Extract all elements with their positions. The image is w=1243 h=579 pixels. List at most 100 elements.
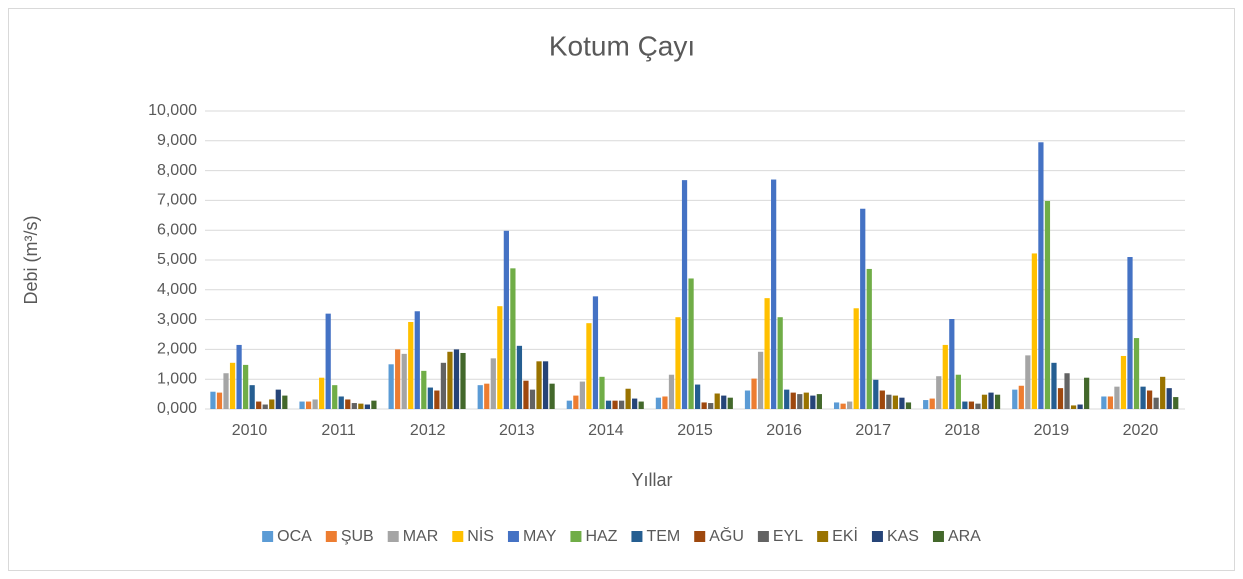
bar (625, 388, 631, 409)
bar (1146, 390, 1153, 409)
legend-label: NİS (467, 526, 494, 545)
bar (1107, 396, 1114, 409)
bar (905, 402, 912, 409)
bar (899, 397, 905, 409)
bar (751, 378, 757, 409)
bar (1127, 257, 1133, 409)
legend-swatch (387, 531, 399, 542)
legend-swatch (871, 531, 883, 542)
bar (229, 362, 236, 409)
bar (936, 376, 942, 409)
bar (816, 394, 822, 409)
bar (923, 400, 929, 409)
bar (764, 298, 770, 409)
bar (573, 395, 579, 409)
bar (364, 404, 370, 409)
bar (810, 395, 816, 409)
legend-label: ŞUB (341, 528, 374, 545)
x-tick-label: 2019 (1034, 422, 1070, 439)
bar (668, 374, 675, 409)
bar (701, 402, 707, 409)
bar (1064, 373, 1070, 409)
bar (497, 306, 503, 409)
bar (688, 278, 694, 409)
bar (632, 398, 638, 409)
y-tick-label: 1,000 (157, 370, 197, 387)
legend-label: MAR (403, 528, 439, 545)
y-tick-label: 2,000 (157, 341, 197, 358)
bar (853, 308, 859, 409)
bar (638, 401, 644, 409)
chart-title: Kotum Çayı (549, 30, 695, 61)
bar (744, 390, 751, 409)
bar (1070, 405, 1077, 409)
legend-label: TEM (646, 528, 680, 545)
bar (1101, 396, 1107, 409)
bar (256, 401, 262, 409)
bar (803, 392, 809, 409)
bar (586, 323, 592, 409)
bar (484, 383, 490, 409)
bar (771, 179, 777, 409)
bar (929, 398, 935, 409)
bar (216, 392, 223, 409)
x-tick-label: 2012 (410, 422, 446, 439)
bar (388, 364, 394, 409)
bar (453, 349, 460, 409)
legend-swatch (325, 531, 337, 542)
bar (981, 394, 988, 409)
y-tick-label: 5,000 (157, 251, 197, 268)
bar (1120, 355, 1127, 409)
bar (847, 401, 853, 409)
bar (523, 380, 529, 409)
legend-swatch (570, 531, 582, 542)
bar (612, 400, 618, 409)
bar (249, 385, 255, 409)
bar (1012, 389, 1018, 409)
bar (599, 376, 605, 409)
x-tick-label: 2010 (232, 422, 268, 439)
bar (886, 394, 892, 409)
bar (695, 384, 701, 409)
bar (421, 370, 427, 409)
legend-swatch (631, 531, 643, 542)
bar (408, 321, 414, 409)
bar (325, 313, 331, 409)
bar (949, 319, 955, 409)
bar (460, 352, 466, 409)
x-tick-label: 2015 (677, 422, 713, 439)
bar (975, 403, 981, 409)
bar (784, 389, 790, 409)
x-tick-label: 2018 (944, 422, 980, 439)
bar (536, 361, 542, 409)
bar (1160, 376, 1166, 409)
bar (549, 383, 555, 409)
y-tick-label: 9,000 (157, 132, 197, 149)
bar (675, 317, 681, 409)
y-axis-label: Debi (m³/s) (21, 216, 41, 305)
bar (262, 404, 268, 409)
bar (414, 311, 420, 409)
y-tick-label: 10,000 (148, 102, 197, 119)
bar (427, 387, 433, 409)
legend-swatch (932, 531, 944, 542)
bar (988, 392, 994, 409)
y-tick-label: 7,000 (157, 192, 197, 209)
bar (708, 403, 714, 409)
bar (605, 400, 612, 409)
legend-label: MAY (523, 528, 557, 545)
y-tick-label: 4,000 (157, 281, 197, 298)
bar (833, 402, 840, 409)
x-tick-label: 2013 (499, 422, 535, 439)
bar (1044, 200, 1051, 409)
x-tick-label: 2014 (588, 422, 624, 439)
bar (542, 361, 549, 409)
bar (592, 296, 599, 409)
bar (395, 349, 401, 409)
bar (962, 401, 968, 409)
bar (1084, 377, 1090, 409)
bar (529, 389, 536, 409)
bar (371, 400, 377, 409)
legend-label: KAS (887, 528, 919, 545)
bar (447, 351, 453, 409)
